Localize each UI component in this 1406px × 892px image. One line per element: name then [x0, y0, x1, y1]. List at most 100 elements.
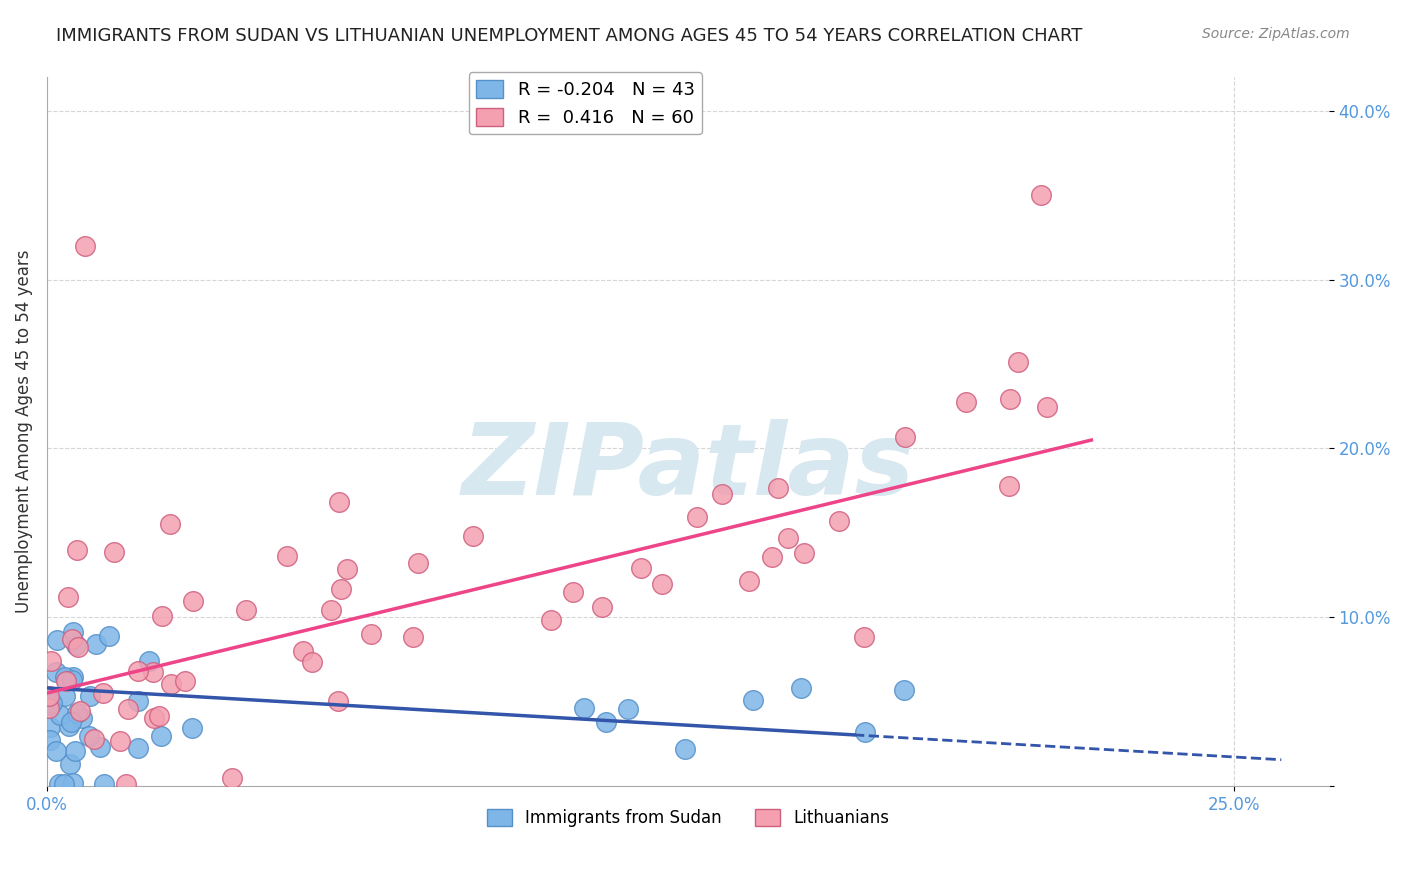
Point	[39, 654, 62, 668]
Point	[461, 528, 484, 542]
Point	[651, 577, 673, 591]
Point	[630, 561, 652, 575]
Point	[776, 531, 799, 545]
Point	[174, 673, 197, 688]
Point	[329, 582, 352, 596]
Point	[402, 630, 425, 644]
Point	[89, 740, 111, 755]
Point	[38, 733, 60, 747]
Point	[1029, 188, 1052, 202]
Point	[66, 542, 89, 557]
Point	[955, 395, 977, 409]
Point	[48, 777, 70, 791]
Legend: Immigrants from Sudan, Lithuanians: Immigrants from Sudan, Lithuanians	[479, 803, 896, 834]
Text: IMMIGRANTS FROM SUDAN VS LITHUANIAN UNEMPLOYMENT AMONG AGES 45 TO 54 YEARS CORRE: IMMIGRANTS FROM SUDAN VS LITHUANIAN UNEM…	[56, 27, 1083, 45]
Point	[673, 742, 696, 756]
Point	[276, 549, 298, 564]
Point	[561, 584, 583, 599]
Point	[138, 654, 160, 668]
Point	[159, 676, 181, 690]
Point	[53, 777, 76, 791]
Point	[768, 481, 790, 495]
Point	[591, 600, 613, 615]
Point	[595, 714, 617, 729]
Point	[143, 711, 166, 725]
Point	[893, 683, 915, 698]
Point	[742, 693, 765, 707]
Point	[292, 644, 315, 658]
Text: Source: ZipAtlas.com: Source: ZipAtlas.com	[1202, 27, 1350, 41]
Point	[894, 429, 917, 443]
Point	[62, 776, 84, 790]
Point	[63, 744, 86, 758]
Point	[853, 630, 876, 644]
Point	[617, 702, 640, 716]
Point	[45, 665, 67, 679]
Point	[159, 516, 181, 531]
Point	[761, 549, 783, 564]
Point	[60, 632, 83, 646]
Point	[998, 479, 1021, 493]
Point	[828, 515, 851, 529]
Point	[360, 627, 382, 641]
Point	[127, 694, 149, 708]
Point	[180, 721, 202, 735]
Point	[406, 556, 429, 570]
Point	[41, 697, 63, 711]
Point	[67, 640, 90, 654]
Point	[103, 544, 125, 558]
Point	[60, 673, 83, 687]
Point	[686, 510, 709, 524]
Point	[56, 590, 79, 604]
Point	[149, 729, 172, 743]
Point	[150, 608, 173, 623]
Point	[793, 546, 815, 560]
Point	[38, 701, 60, 715]
Point	[91, 686, 114, 700]
Point	[73, 239, 96, 253]
Text: ZIPatlas: ZIPatlas	[461, 418, 914, 516]
Point	[59, 757, 82, 772]
Point	[142, 665, 165, 679]
Point	[45, 744, 67, 758]
Point	[93, 777, 115, 791]
Y-axis label: Unemployment Among Ages 45 to 54 years: Unemployment Among Ages 45 to 54 years	[15, 250, 32, 614]
Point	[235, 603, 257, 617]
Point	[301, 655, 323, 669]
Point	[998, 392, 1021, 406]
Point	[62, 625, 84, 640]
Point	[321, 603, 343, 617]
Point	[117, 701, 139, 715]
Point	[127, 664, 149, 678]
Point	[65, 638, 87, 652]
Point	[1036, 401, 1059, 415]
Point	[83, 731, 105, 746]
Point	[790, 681, 813, 696]
Point	[328, 495, 350, 509]
Point	[148, 709, 170, 723]
Point	[49, 708, 72, 723]
Point	[38, 690, 60, 704]
Point	[79, 689, 101, 703]
Point	[853, 725, 876, 739]
Point	[53, 690, 76, 704]
Point	[59, 714, 82, 729]
Point	[711, 487, 734, 501]
Point	[738, 574, 761, 588]
Point	[108, 734, 131, 748]
Point	[38, 692, 60, 706]
Point	[58, 719, 80, 733]
Point	[326, 693, 349, 707]
Point	[45, 632, 67, 647]
Point	[540, 613, 562, 627]
Point	[127, 741, 149, 756]
Point	[38, 720, 60, 734]
Point	[1007, 355, 1029, 369]
Point	[115, 777, 138, 791]
Point	[70, 711, 93, 725]
Point	[38, 698, 60, 713]
Point	[66, 706, 89, 720]
Point	[336, 562, 359, 576]
Point	[77, 729, 100, 743]
Point	[221, 771, 243, 785]
